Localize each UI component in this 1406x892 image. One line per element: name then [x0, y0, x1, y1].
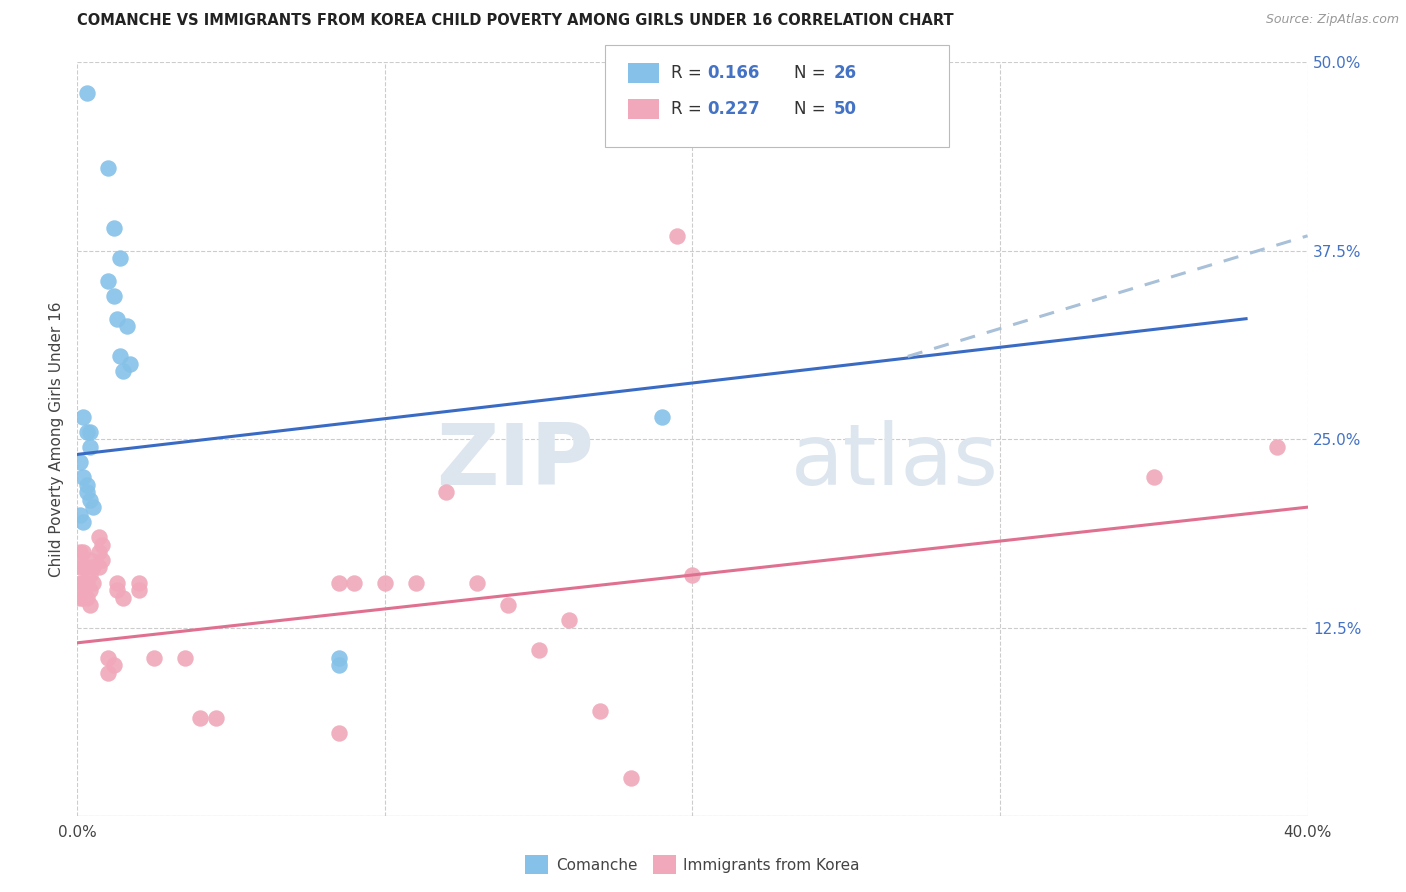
Point — [527, 643, 550, 657]
Point — [69, 508, 91, 522]
Point — [72, 591, 94, 605]
Point — [79, 553, 101, 567]
Point — [69, 455, 91, 469]
Point — [69, 545, 91, 559]
Text: 50: 50 — [834, 100, 856, 118]
Point — [97, 161, 120, 175]
Point — [76, 560, 98, 574]
Point — [620, 772, 643, 786]
Point — [76, 86, 98, 100]
Point — [76, 591, 98, 605]
Text: 0.227: 0.227 — [707, 100, 761, 118]
Point — [436, 485, 458, 500]
Point — [105, 311, 128, 326]
Text: R =: R = — [671, 100, 707, 118]
Point — [128, 583, 150, 598]
Point — [174, 651, 197, 665]
Text: Source: ZipAtlas.com: Source: ZipAtlas.com — [1265, 13, 1399, 27]
Point — [188, 711, 212, 725]
Point — [128, 575, 150, 590]
Legend: Comanche, Immigrants from Korea: Comanche, Immigrants from Korea — [519, 849, 866, 880]
Point — [79, 583, 101, 598]
Point — [87, 560, 110, 574]
Point — [97, 274, 120, 288]
Point — [651, 409, 673, 424]
Point — [204, 711, 226, 725]
Text: 0.166: 0.166 — [707, 64, 759, 82]
Point — [110, 350, 132, 364]
Point — [103, 221, 125, 235]
Point — [328, 658, 350, 673]
Text: atlas: atlas — [792, 420, 998, 503]
Point — [82, 560, 104, 574]
Point — [343, 575, 366, 590]
Point — [103, 289, 125, 303]
Point — [69, 575, 91, 590]
Point — [1143, 470, 1166, 484]
Point — [105, 575, 128, 590]
Point — [558, 613, 581, 627]
Point — [72, 470, 94, 484]
Point — [72, 560, 94, 574]
Point — [328, 726, 350, 740]
Point — [589, 704, 612, 718]
Point — [72, 575, 94, 590]
Point — [76, 425, 98, 439]
Point — [328, 651, 350, 665]
Point — [405, 575, 427, 590]
Point — [79, 425, 101, 439]
Point — [682, 568, 704, 582]
Point — [666, 228, 689, 243]
Point — [76, 485, 98, 500]
Point — [79, 440, 101, 454]
Point — [69, 591, 91, 605]
Point — [110, 252, 132, 266]
Point — [496, 598, 519, 612]
Text: R =: R = — [671, 64, 707, 82]
Point — [72, 409, 94, 424]
Point — [79, 568, 101, 582]
Text: N =: N = — [794, 100, 831, 118]
Text: COMANCHE VS IMMIGRANTS FROM KOREA CHILD POVERTY AMONG GIRLS UNDER 16 CORRELATION: COMANCHE VS IMMIGRANTS FROM KOREA CHILD … — [77, 13, 953, 29]
Point — [103, 658, 125, 673]
Point — [76, 477, 98, 491]
Text: 26: 26 — [834, 64, 856, 82]
Point — [79, 598, 101, 612]
Point — [79, 492, 101, 507]
Point — [112, 591, 135, 605]
Point — [87, 545, 110, 559]
Text: ZIP: ZIP — [436, 420, 595, 503]
Point — [118, 357, 141, 371]
Point — [143, 651, 166, 665]
Point — [115, 319, 138, 334]
Point — [76, 575, 98, 590]
Point — [72, 545, 94, 559]
Y-axis label: Child Poverty Among Girls Under 16: Child Poverty Among Girls Under 16 — [49, 301, 65, 577]
Point — [97, 665, 120, 680]
Point — [69, 560, 91, 574]
Point — [90, 553, 114, 567]
Point — [90, 538, 114, 552]
Point — [112, 364, 135, 378]
Point — [374, 575, 396, 590]
Point — [328, 575, 350, 590]
Point — [72, 515, 94, 529]
Point — [87, 530, 110, 544]
Point — [105, 583, 128, 598]
Point — [465, 575, 488, 590]
Point — [1265, 440, 1288, 454]
Text: N =: N = — [794, 64, 831, 82]
Point — [97, 651, 120, 665]
Point — [82, 500, 104, 515]
Point — [82, 575, 104, 590]
